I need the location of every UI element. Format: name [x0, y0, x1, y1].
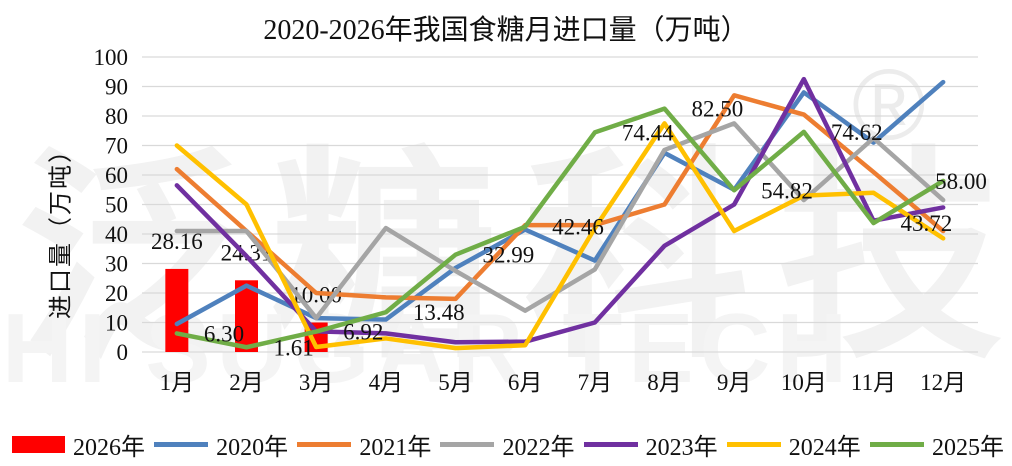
legend-swatch [12, 436, 65, 453]
x-axis-label: 4月 [369, 370, 404, 395]
y-axis-tick-label: 60 [105, 163, 128, 188]
x-axis-label: 9月 [717, 370, 752, 395]
chart-title: 2020-2026年我国食糖月进口量（万吨） [263, 15, 749, 46]
y-axis-tick-label: 10 [105, 311, 128, 336]
x-axis-label: 6月 [508, 370, 543, 395]
legend-item-2021年: 2021年 [297, 427, 431, 462]
legend-item-2022年: 2022年 [440, 427, 574, 462]
x-axis-label: 5月 [438, 370, 473, 395]
x-axis-label: 1月 [160, 370, 195, 395]
legend-item-2023年: 2023年 [583, 427, 718, 462]
series-line-2025年 [174, 106, 946, 350]
point-value-label: 13.48 [413, 300, 465, 325]
legend-item-2024年: 2024年 [726, 427, 861, 462]
point-value-label: 6.30 [204, 321, 244, 346]
series-line-2023年 [174, 76, 946, 345]
legend-swatch [440, 442, 495, 447]
point-value-label: 54.82 [761, 178, 813, 203]
legend-label: 2024年 [788, 435, 861, 461]
point-value-label: 42.46 [552, 215, 604, 240]
point-value-label: 74.62 [831, 120, 883, 145]
series-line-2024年 [174, 121, 946, 351]
point-value-label: 32.99 [483, 243, 535, 268]
point-value-label: 6.92 [343, 320, 383, 345]
bar-2026年 [235, 280, 258, 352]
legend-label: 2021年 [359, 435, 432, 461]
legend: 2026年 2020年 2021年 2022年 2023年 2024年 2025年 [12, 427, 1004, 462]
x-axis-label: 10月 [781, 370, 827, 395]
point-value-label: 43.72 [901, 211, 953, 236]
y-axis-tick-label: 90 [105, 75, 128, 100]
y-axis-tick-label: 50 [105, 193, 128, 218]
legend-label: 2023年 [645, 435, 718, 461]
y-axis-tick-label: 100 [94, 45, 129, 70]
legend-label: 2025年 [931, 435, 1004, 461]
y-axis-tick-label: 30 [105, 252, 128, 277]
series-line-2021年 [174, 93, 946, 302]
legend-label: 2022年 [502, 435, 575, 461]
y-axis-tick-label: 70 [105, 134, 128, 159]
x-axis-label: 8月 [647, 370, 682, 395]
bar-2026年 [165, 268, 189, 352]
x-axis-label: 3月 [299, 370, 334, 395]
y-axis-tick-label: 0 [117, 340, 129, 365]
x-axis-label: 7月 [578, 370, 613, 395]
point-value-label: 1.61 [274, 335, 314, 360]
legend-item-2026年: 2026年 [12, 427, 145, 462]
y-axis-tick-label: 80 [105, 104, 128, 129]
y-axis-tick-label: 20 [105, 281, 128, 306]
legend-label: 2020年 [216, 435, 289, 461]
legend-swatch [583, 442, 638, 447]
point-value-label: 74.44 [622, 120, 674, 145]
x-axis-label: 2月 [229, 370, 264, 395]
x-axis-label: 11月 [851, 370, 896, 395]
legend-label: 2026年 [73, 435, 145, 461]
y-axis-tick-label: 40 [105, 222, 128, 247]
legend-swatch [297, 442, 352, 447]
point-value-label: 82.50 [692, 97, 744, 122]
x-axis-label: 12月 [920, 370, 966, 395]
point-value-label: 58.00 [935, 169, 987, 194]
legend-item-2025年: 2025年 [869, 427, 1004, 462]
legend-swatch [154, 442, 209, 447]
legend-swatch [869, 442, 924, 447]
legend-swatch [726, 442, 781, 447]
legend-item-2020年: 2020年 [154, 427, 288, 462]
